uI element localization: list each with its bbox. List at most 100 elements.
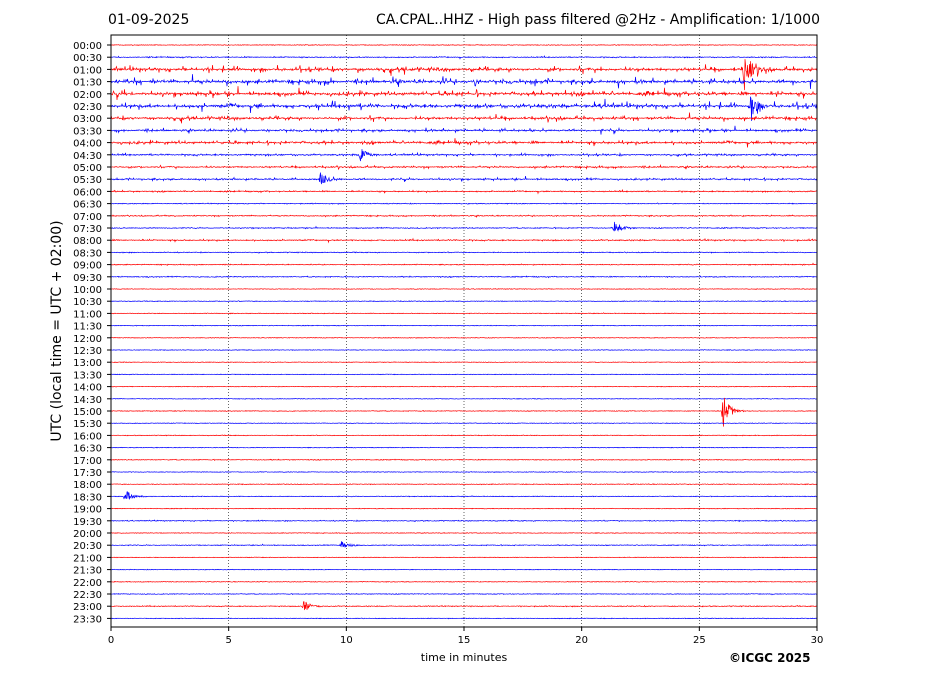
trace-0700 bbox=[110, 214, 818, 218]
trace-0000 bbox=[110, 44, 818, 46]
trace-2000 bbox=[110, 532, 818, 534]
trace-1730 bbox=[110, 471, 818, 473]
y-tick-label: 10:00 bbox=[73, 285, 102, 296]
chart-title: CA.CPAL..HHZ - High pass filtered @2Hz -… bbox=[375, 12, 820, 28]
trace-1000 bbox=[110, 288, 818, 290]
trace-0200 bbox=[110, 86, 818, 100]
y-tick-label: 22:30 bbox=[73, 590, 102, 601]
trace-1630 bbox=[110, 446, 818, 449]
trace-0430 bbox=[110, 149, 818, 162]
y-tick-label: 14:30 bbox=[73, 395, 102, 406]
trace-0300 bbox=[110, 112, 818, 124]
trace-1700 bbox=[110, 458, 818, 462]
y-tick-label: 20:00 bbox=[73, 529, 102, 540]
trace-2100 bbox=[110, 556, 818, 559]
y-tick-label: 09:00 bbox=[73, 261, 102, 272]
trace-0230 bbox=[110, 96, 818, 121]
trace-1130 bbox=[110, 324, 818, 327]
y-tick-label: 21:00 bbox=[73, 553, 102, 564]
trace-1600 bbox=[110, 434, 818, 437]
y-tick-label: 08:30 bbox=[73, 248, 102, 259]
y-tick-label: 13:30 bbox=[73, 370, 102, 381]
y-tick-label: 06:30 bbox=[73, 200, 102, 211]
y-tick-label: 23:30 bbox=[73, 614, 102, 625]
y-tick-label: 10:30 bbox=[73, 297, 102, 308]
trace-0900 bbox=[110, 262, 818, 266]
y-tick-label: 12:00 bbox=[73, 334, 102, 345]
y-tick-label: 09:30 bbox=[73, 273, 102, 284]
trace-2030 bbox=[110, 541, 818, 548]
y-tick-label: 02:00 bbox=[73, 90, 102, 101]
x-tick-label: 25 bbox=[693, 635, 706, 646]
y-tick-label: 00:30 bbox=[73, 53, 102, 64]
trace-1200 bbox=[110, 336, 818, 339]
trace-0730 bbox=[110, 221, 818, 232]
trace-2200 bbox=[110, 580, 818, 583]
y-tick-label: 19:00 bbox=[73, 505, 102, 516]
trace-0800 bbox=[110, 237, 818, 244]
trace-0030 bbox=[110, 55, 818, 60]
y-tick-label: 14:00 bbox=[73, 383, 102, 394]
x-tick-label: 20 bbox=[575, 635, 588, 646]
y-tick-label: 17:00 bbox=[73, 456, 102, 467]
y-tick-label: 01:30 bbox=[73, 78, 102, 89]
y-tick-label: 21:30 bbox=[73, 566, 102, 577]
trace-1800 bbox=[110, 483, 818, 486]
y-tick-label: 18:00 bbox=[73, 480, 102, 491]
y-tick-label: 20:30 bbox=[73, 541, 102, 552]
y-tick-label: 23:00 bbox=[73, 602, 102, 613]
x-tick-label: 30 bbox=[811, 635, 824, 646]
plot-frame bbox=[110, 34, 818, 628]
trace-1930 bbox=[110, 519, 818, 523]
y-tick-label: 02:30 bbox=[73, 102, 102, 113]
trace-1300 bbox=[110, 361, 818, 364]
trace-0500 bbox=[110, 163, 818, 171]
y-tick-label: 18:30 bbox=[73, 492, 102, 503]
trace-1230 bbox=[110, 349, 818, 351]
x-axis-label: time in minutes bbox=[420, 651, 508, 664]
y-tick-label: 00:00 bbox=[73, 41, 102, 52]
trace-0530 bbox=[110, 172, 818, 185]
y-tick-label: 03:30 bbox=[73, 126, 102, 137]
y-tick-label: 22:00 bbox=[73, 578, 102, 589]
y-tick-label: 01:00 bbox=[73, 65, 102, 76]
date-label: 01-09-2025 bbox=[108, 12, 190, 28]
trace-1830 bbox=[111, 491, 818, 500]
trace-0330 bbox=[110, 125, 818, 135]
trace-1030 bbox=[110, 300, 818, 303]
y-tick-label: 04:00 bbox=[73, 139, 102, 150]
trace-1430 bbox=[110, 397, 818, 400]
y-tick-label: 03:00 bbox=[73, 114, 102, 125]
y-tick-label: 15:00 bbox=[73, 407, 102, 418]
trace-0630 bbox=[110, 202, 818, 205]
copyright-label: ©ICGC 2025 bbox=[729, 651, 811, 665]
y-tick-label: 16:30 bbox=[73, 444, 102, 455]
y-tick-label: 13:00 bbox=[73, 358, 102, 369]
y-tick-label: 08:00 bbox=[73, 236, 102, 247]
y-tick-label: 07:30 bbox=[73, 224, 102, 235]
trace-1100 bbox=[110, 312, 818, 315]
trace-0600 bbox=[110, 188, 818, 195]
y-tick-label: 11:00 bbox=[73, 309, 102, 320]
y-tick-label: 16:00 bbox=[73, 431, 102, 442]
y-tick-label: 17:30 bbox=[73, 468, 102, 479]
trace-0400 bbox=[110, 138, 818, 148]
y-tick-label: 19:30 bbox=[73, 517, 102, 528]
x-tick-label: 15 bbox=[458, 635, 471, 646]
y-tick-label: 06:00 bbox=[73, 187, 102, 198]
trace-2230 bbox=[110, 592, 818, 596]
trace-2130 bbox=[110, 568, 818, 571]
y-tick-label: 12:30 bbox=[73, 346, 102, 357]
x-tick-label: 0 bbox=[108, 635, 114, 646]
trace-2330 bbox=[110, 617, 818, 620]
y-tick-label: 15:30 bbox=[73, 419, 102, 430]
x-tick-label: 5 bbox=[225, 635, 231, 646]
trace-0830 bbox=[110, 251, 818, 254]
trace-1530 bbox=[110, 422, 818, 425]
y-tick-label: 07:00 bbox=[73, 212, 102, 223]
trace-0130 bbox=[110, 74, 818, 89]
y-tick-label: 11:30 bbox=[73, 322, 102, 333]
trace-1900 bbox=[110, 507, 818, 510]
trace-2300 bbox=[110, 601, 818, 611]
